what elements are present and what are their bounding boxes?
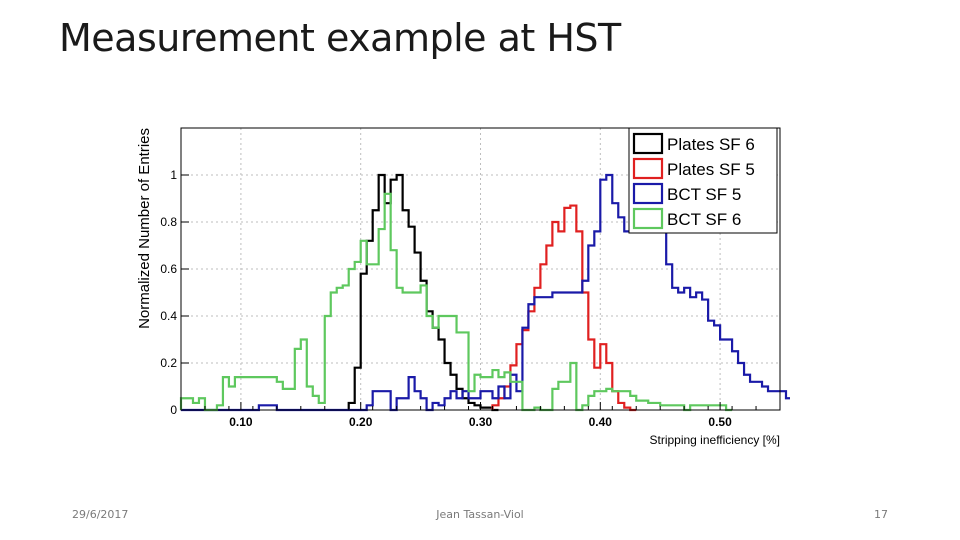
legend: Plates SF 6 Plates SF 5 BCT SF 5 BCT SF 6 (628, 127, 778, 234)
series-line-plates-sf-5 (491, 204, 637, 412)
x-tick-label: 0.40 (589, 415, 613, 429)
legend-entry: Plates SF 5 (667, 160, 755, 179)
x-tick-label: 0.30 (469, 415, 493, 429)
legend-entry: Plates SF 6 (667, 135, 755, 154)
series-line-bct-sf-6 (179, 192, 733, 412)
series-line-plates-sf-6 (347, 173, 499, 412)
y-axis-title: Normalized Number of Entries (136, 128, 153, 329)
legend-swatch (632, 132, 664, 155)
y-tick-label: 0.2 (160, 356, 177, 370)
legend-swatch (632, 207, 664, 230)
y-tick-label: 0.6 (160, 262, 177, 276)
page-number: 17 (874, 508, 888, 521)
histogram-chart: 0.10 0.20 0.30 0.40 0.50 0 0.2 0.4 0.6 0.8 1 Strip… (136, 127, 790, 447)
y-tick-label: 0.4 (160, 309, 177, 323)
footer-author: Jean Tassan-Viol (436, 508, 524, 521)
y-tick-label: 0.8 (160, 215, 177, 229)
legend-entry: BCT SF 5 (667, 185, 741, 204)
legend-entry: BCT SF 6 (667, 210, 741, 229)
x-tick-label: 0.50 (708, 415, 732, 429)
footer-date: 29/6/2017 (72, 508, 129, 521)
y-tick-label: 1 (170, 168, 177, 182)
x-axis-title: Stripping inefficiency [%] (649, 433, 780, 447)
legend-swatch (632, 157, 664, 180)
axis-ticks: 0.10 0.20 0.30 0.40 0.50 0 0.2 0.4 0.6 0.8 1 (160, 168, 781, 429)
x-tick-label: 0.20 (349, 415, 373, 429)
y-tick-label: 0 (170, 403, 177, 417)
legend-swatch (632, 182, 664, 205)
x-tick-label: 0.10 (229, 415, 253, 429)
slide-title: Measurement example at HST (59, 16, 621, 60)
